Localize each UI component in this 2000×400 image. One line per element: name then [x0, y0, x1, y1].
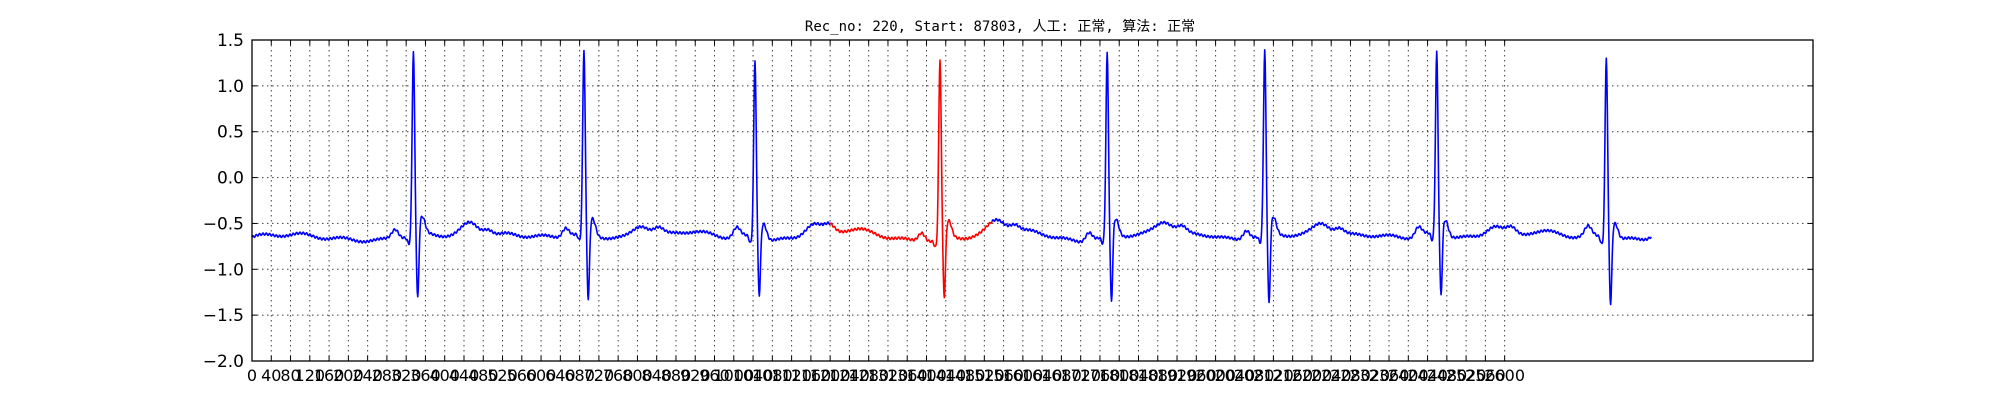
- x-tick-label: 1640: [1022, 366, 1063, 385]
- x-tick-label: 120: [295, 366, 326, 385]
- plot-frame: [251, 39, 1814, 362]
- x-tick-label: 2080: [1234, 366, 1275, 385]
- y-tick-label: −2.0: [203, 352, 244, 372]
- x-tick-label: 1680: [1041, 366, 1082, 385]
- y-tick-label: 0.5: [217, 123, 244, 143]
- series-layer: [251, 48, 1652, 306]
- x-tick-label: 560: [507, 366, 538, 385]
- x-tick-label: 2320: [1349, 366, 1390, 385]
- x-tick-label: 520: [487, 366, 518, 385]
- x-tick-label: 1280: [848, 366, 889, 385]
- x-tick-label: 2160: [1272, 366, 1313, 385]
- x-tick-label: 960: [699, 366, 730, 385]
- x-tick-label: 1760: [1080, 366, 1121, 385]
- grid-layer: [252, 40, 1813, 361]
- x-tick-label: 2520: [1446, 366, 1487, 385]
- x-tick-label: 2040: [1214, 366, 1255, 385]
- x-tick-label: 920: [680, 366, 711, 385]
- x-tick-label: 1920: [1157, 366, 1198, 385]
- x-tick-label: 1720: [1060, 366, 1101, 385]
- x-tick-label: 2440: [1407, 366, 1448, 385]
- x-tick-label: 2200: [1292, 366, 1333, 385]
- y-tick-label: 1.5: [217, 31, 244, 51]
- x-tick-label: 2240: [1311, 366, 1352, 385]
- x-tick-label: 1800: [1099, 366, 1140, 385]
- x-tick-label: 2480: [1426, 366, 1467, 385]
- x-tick-label: 1880: [1137, 366, 1178, 385]
- x-tick-label: 440: [449, 366, 480, 385]
- x-tick-label: 80: [280, 366, 300, 385]
- x-tick-label: 1480: [945, 366, 986, 385]
- x-tick-label: 1320: [868, 366, 909, 385]
- x-tick-label: 2400: [1388, 366, 1429, 385]
- x-tick-label: 2120: [1253, 366, 1294, 385]
- ecg-series-2: [829, 59, 993, 299]
- x-tick-label: 600: [526, 366, 557, 385]
- x-tick-label: 1520: [964, 366, 1005, 385]
- x-tick-label: 2600: [1484, 366, 1525, 385]
- x-tick-label: 240: [352, 366, 383, 385]
- x-tick-label: 160: [314, 366, 345, 385]
- y-tick-label: −0.5: [203, 214, 244, 234]
- x-tick-label: 1960: [1176, 366, 1217, 385]
- x-tick-label: 800: [622, 366, 653, 385]
- x-tick-label: 2000: [1195, 366, 1236, 385]
- x-tick-label: 320: [391, 366, 422, 385]
- x-tick-label: 640: [545, 366, 576, 385]
- y-tick-label: 1.0: [217, 77, 244, 97]
- x-tick-label: 280: [372, 366, 403, 385]
- x-tick-label: 1120: [771, 366, 812, 385]
- x-tick-label: 1600: [1003, 366, 1044, 385]
- x-tick-label: 2280: [1330, 366, 1371, 385]
- x-tick-label: 680: [564, 366, 595, 385]
- x-tick-label: 1400: [906, 366, 947, 385]
- y-tick-label: 0.0: [217, 169, 244, 189]
- x-tick-label: 1000: [713, 366, 754, 385]
- x-tick-label: 0: [247, 366, 257, 385]
- x-tick-label: 2560: [1465, 366, 1506, 385]
- x-axis: 0 408012016020024028032036040044048052056…: [247, 40, 1525, 385]
- ecg-series-1: [251, 49, 831, 301]
- x-tick-label: 200: [333, 366, 364, 385]
- x-tick-label: 1160: [791, 366, 832, 385]
- x-tick-label: 1040: [733, 366, 774, 385]
- x-tick-label: 840: [641, 366, 672, 385]
- x-tick-label: 400: [429, 366, 460, 385]
- y-tick-label: −1.0: [203, 260, 244, 280]
- x-tick-label: 760: [603, 366, 634, 385]
- x-tick-label: 1560: [983, 366, 1024, 385]
- x-tick-label: 1440: [925, 366, 966, 385]
- ecg-series-3: [991, 48, 1652, 306]
- x-tick-label: 1080: [752, 366, 793, 385]
- y-axis: 1.5 1.0 0.5 0.0 −0.5 −1.0 −1.5 −2.0: [203, 31, 1813, 372]
- x-tick-label: 1240: [829, 366, 870, 385]
- y-tick-label: −1.5: [203, 306, 244, 326]
- x-tick-label: 2360: [1369, 366, 1410, 385]
- x-tick-label: 1840: [1118, 366, 1159, 385]
- x-tick-label: 720: [584, 366, 615, 385]
- x-tick-label: 360: [410, 366, 441, 385]
- x-tick-label: 1200: [810, 366, 851, 385]
- x-tick-label: 1360: [887, 366, 928, 385]
- x-tick-label: 40: [261, 366, 281, 385]
- x-tick-label: 880: [661, 366, 692, 385]
- chart-title: Rec_no: 220, Start: 87803, 人工: 正常, 算法: 正…: [805, 19, 1195, 35]
- x-tick-label: 480: [468, 366, 499, 385]
